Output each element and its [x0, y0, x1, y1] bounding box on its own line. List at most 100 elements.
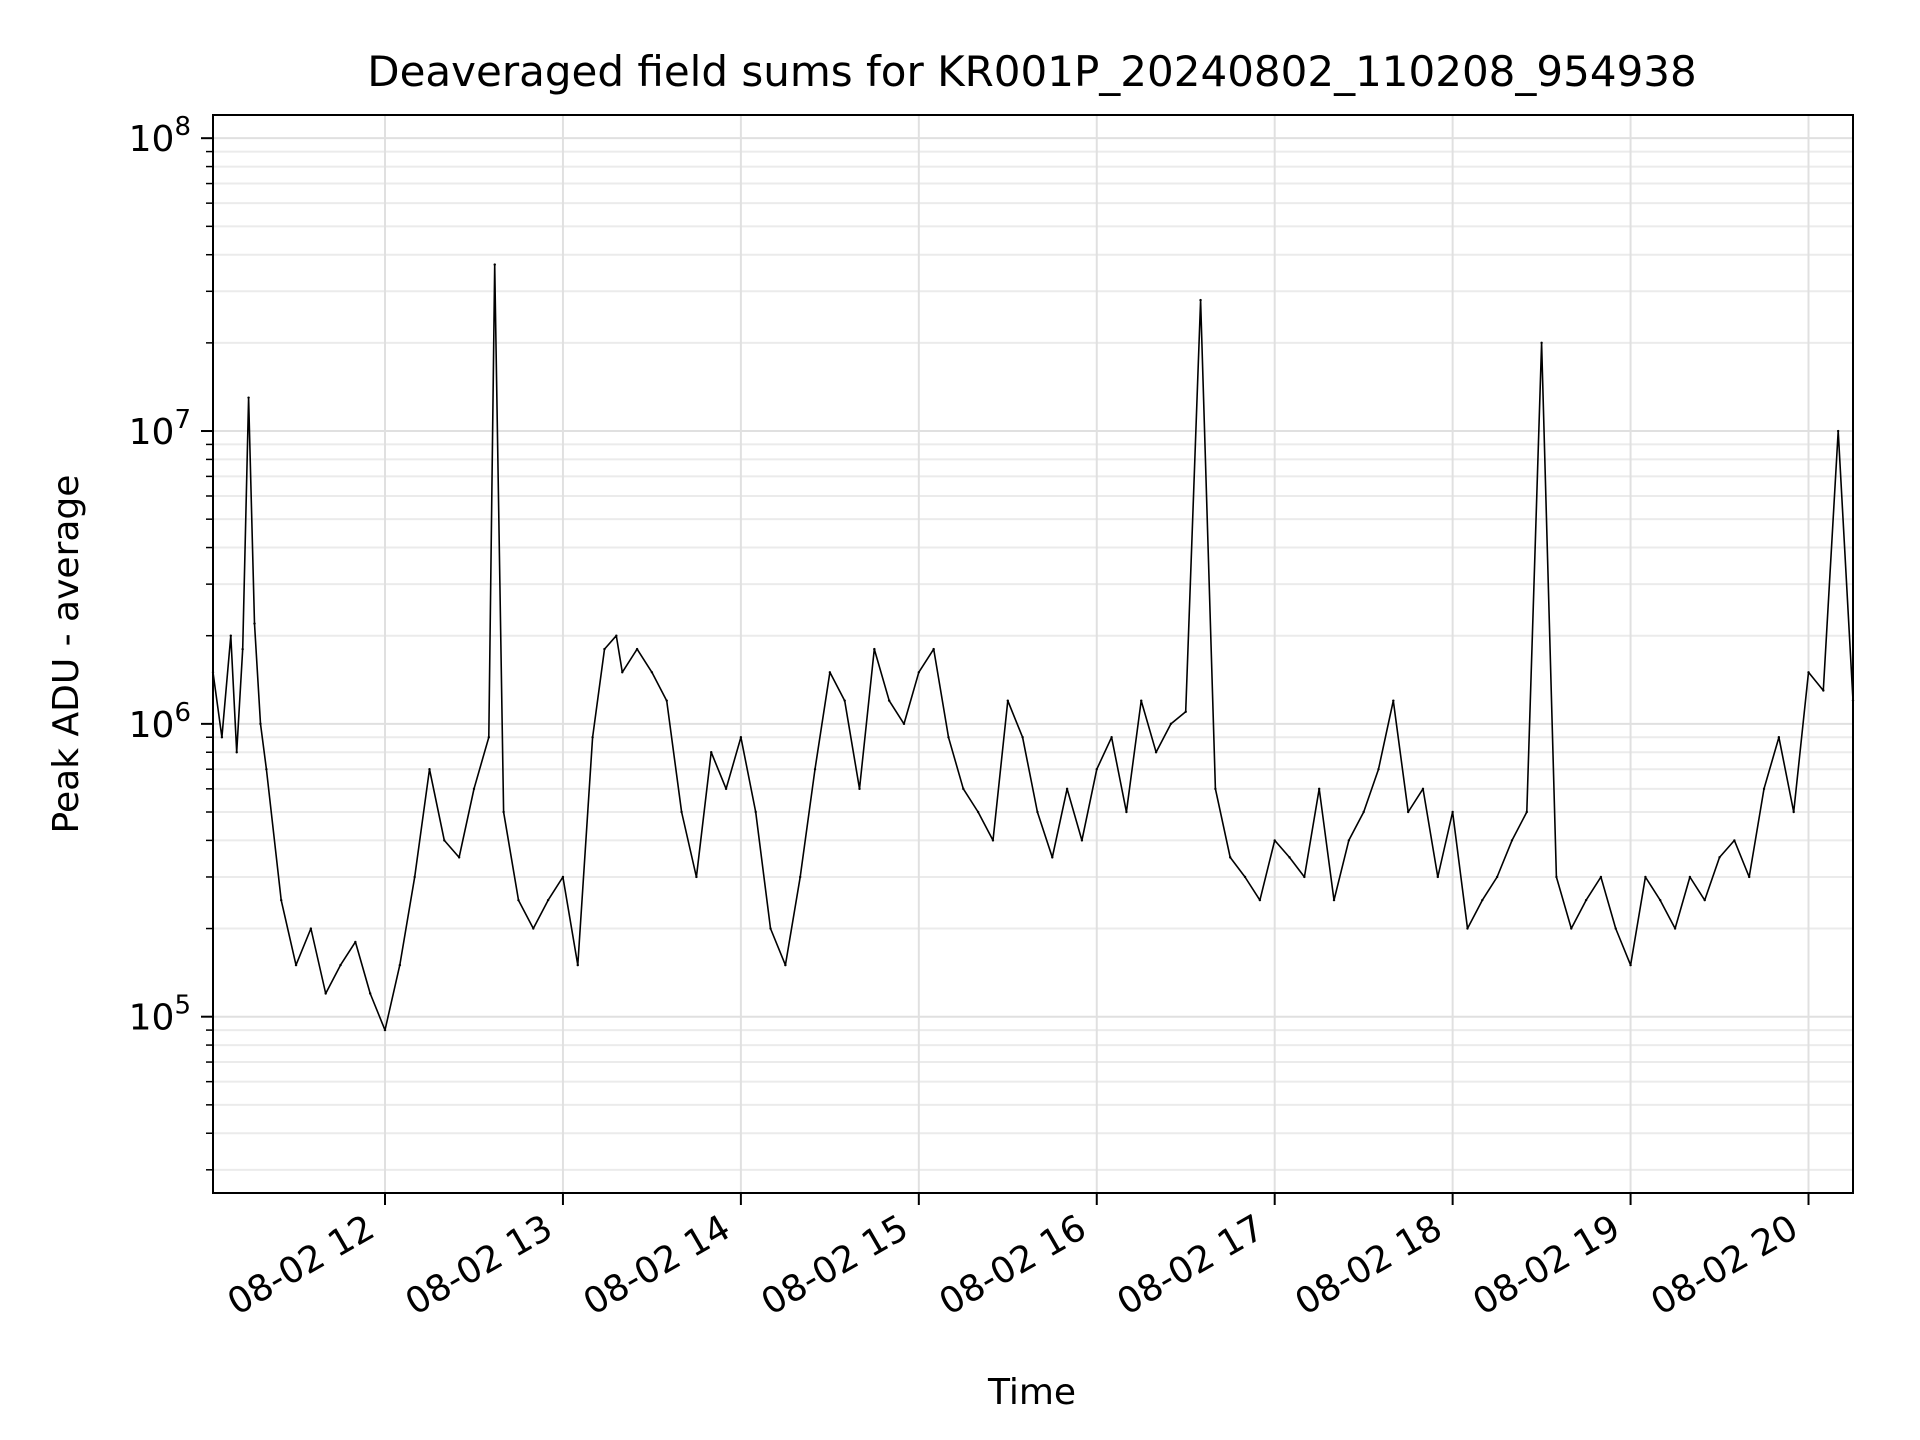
- y-tick-label-exponent: 5: [174, 991, 191, 1021]
- plot-frame: [212, 114, 1854, 1194]
- data-point: [1184, 710, 1187, 713]
- data-point: [1362, 810, 1365, 814]
- data-point: [1466, 927, 1469, 930]
- data-point: [1673, 927, 1677, 930]
- data-point: [591, 736, 594, 739]
- data-point: [1659, 898, 1662, 902]
- grid-layer: [213, 115, 1853, 1193]
- y-tick-label: 108: [129, 112, 191, 160]
- data-point: [1688, 875, 1692, 879]
- data-point: [1748, 875, 1751, 879]
- data-point: [1347, 839, 1351, 842]
- data-point: [1377, 768, 1380, 771]
- data-point: [1051, 856, 1054, 859]
- data-point: [1822, 689, 1825, 692]
- data-point: [487, 736, 491, 739]
- data-point: [1540, 341, 1543, 345]
- data-point: [1703, 898, 1706, 902]
- data-point: [1836, 429, 1840, 433]
- data-point: [784, 963, 787, 967]
- x-axis-label: Time: [987, 1372, 1076, 1413]
- data-point: [615, 634, 618, 637]
- data-point: [229, 634, 232, 637]
- data-point: [1154, 751, 1158, 754]
- data-point: [1199, 298, 1202, 302]
- data-point: [695, 875, 698, 879]
- data-point: [532, 927, 535, 930]
- data-point: [1718, 856, 1721, 859]
- data-point: [280, 898, 283, 902]
- data-point: [368, 992, 372, 995]
- series-line: [212, 263, 1854, 1031]
- data-point: [413, 875, 416, 879]
- data-point: [1095, 768, 1098, 771]
- data-point: [739, 736, 743, 739]
- series-layer: [211, 263, 1855, 1032]
- data-point: [902, 722, 906, 726]
- data-point: [635, 647, 639, 651]
- data-point: [546, 898, 550, 902]
- chart-title: Deaveraged field sums for KR001P_2024080…: [367, 47, 1697, 96]
- data-point: [1065, 787, 1069, 791]
- y-tick-label: 106: [129, 698, 191, 746]
- data-point: [561, 875, 565, 879]
- data-point: [354, 940, 357, 944]
- y-tick-label: 105: [129, 991, 191, 1039]
- data-point: [1510, 839, 1514, 842]
- data-point: [1644, 875, 1647, 879]
- data-point: [1125, 810, 1128, 814]
- data-point: [1317, 787, 1321, 791]
- y-axis-label: Peak ADU - average: [46, 475, 87, 834]
- data-point: [917, 671, 921, 674]
- data-point: [1332, 898, 1336, 902]
- data-point: [1777, 736, 1781, 739]
- data-point: [1080, 839, 1084, 842]
- y-tick-label-exponent: 8: [174, 112, 191, 142]
- data-point: [309, 927, 313, 930]
- data-point: [1421, 787, 1425, 791]
- data-point: [828, 671, 832, 674]
- data-point: [1807, 671, 1810, 674]
- data-point: [650, 671, 654, 674]
- data-point: [665, 699, 668, 702]
- data-point: [1006, 699, 1009, 702]
- data-point: [294, 963, 298, 967]
- data-point: [1599, 875, 1603, 879]
- y-tick-label-base: 10: [129, 998, 175, 1039]
- data-point: [1169, 722, 1173, 726]
- data-point: [1436, 875, 1440, 879]
- data-point: [932, 647, 935, 651]
- data-point: [1525, 810, 1528, 814]
- data-point: [1792, 810, 1795, 814]
- data-point: [1392, 699, 1395, 702]
- data-point: [1110, 736, 1113, 739]
- data-point: [1451, 810, 1454, 814]
- data-point: [259, 722, 262, 726]
- data-point: [443, 839, 446, 842]
- data-point: [798, 875, 802, 879]
- data-point: [339, 963, 342, 967]
- data-point: [1614, 927, 1617, 930]
- data-point: [517, 898, 520, 902]
- data-point: [976, 810, 980, 814]
- data-point: [1570, 927, 1573, 930]
- data-point: [247, 396, 250, 399]
- data-point: [621, 671, 624, 674]
- data-point: [253, 622, 256, 625]
- data-point: [962, 787, 965, 791]
- data-point: [472, 787, 476, 791]
- y-tick-label: 107: [129, 405, 191, 453]
- data-point: [603, 647, 606, 651]
- data-point: [1021, 736, 1024, 739]
- data-point: [813, 768, 817, 771]
- data-point: [1495, 875, 1499, 879]
- data-point: [858, 787, 861, 791]
- data-point: [1273, 839, 1276, 842]
- data-point: [457, 856, 461, 859]
- data-point: [1258, 898, 1262, 902]
- data-point: [887, 699, 891, 702]
- data-point: [1229, 856, 1232, 859]
- data-point: [1140, 699, 1143, 702]
